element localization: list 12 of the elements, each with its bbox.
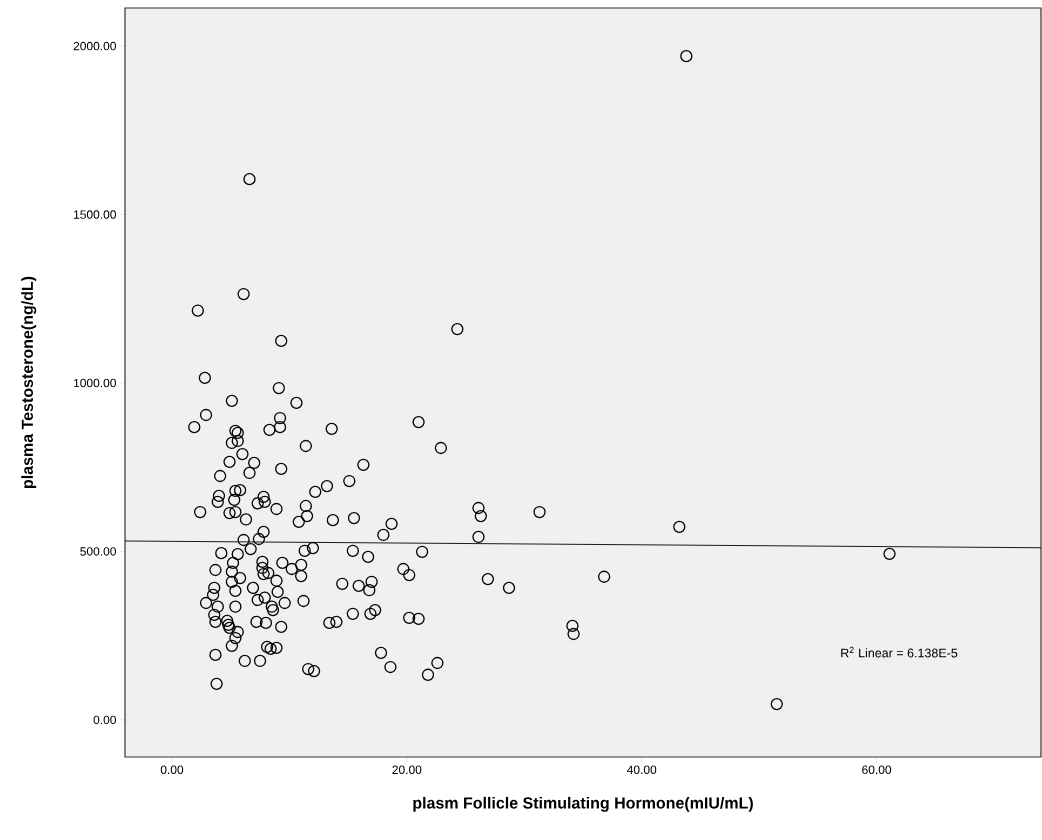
x-tick-label: 60.00 [862,765,892,775]
x-tick-label: 40.00 [626,765,657,775]
x-axis-title: plasm Follicle Stimulating Hormone(mIU/mL) [413,796,753,812]
x-tick-label: 0.00 [160,765,184,775]
y-tick-label: 2000.00 [73,41,116,51]
x-tick-label: 20.00 [392,765,422,775]
annotation: R$^{2}$ Linear = 6.138E-5 [841,646,958,658]
y-tick-label: 1500.00 [74,210,116,219]
y-tick-label: 0.00 [93,715,117,725]
y-tick-label: 1000.00 [74,378,116,388]
y-tick-label: 500.00 [80,547,116,556]
y-axis-title: plasma Testosterone(ng/dL) [21,276,37,488]
